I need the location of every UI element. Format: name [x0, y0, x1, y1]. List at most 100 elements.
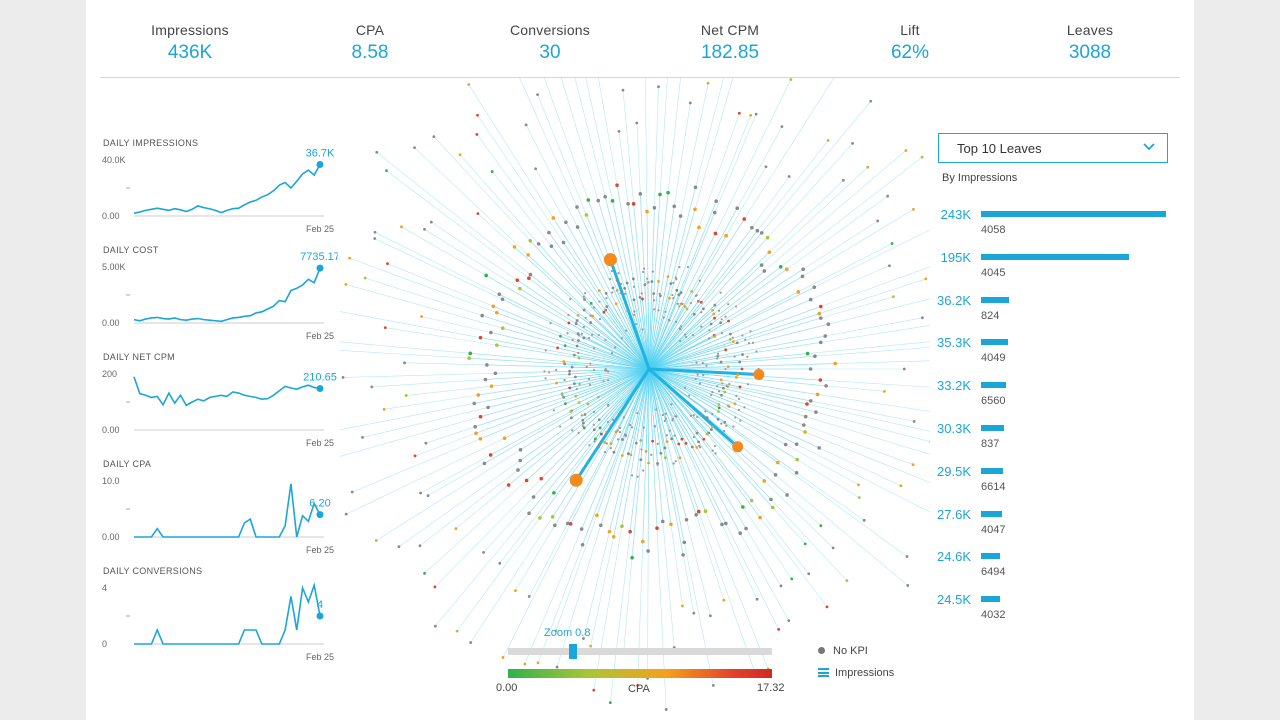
tree-node	[668, 296, 671, 300]
tree-branch	[819, 447, 901, 487]
tree-node	[570, 365, 574, 369]
tree-branch	[785, 444, 859, 486]
top-leaf-row[interactable]: 195K 4045	[926, 250, 1176, 290]
tree-node	[524, 478, 529, 483]
tree-branch	[658, 192, 669, 282]
tree-branch	[496, 312, 561, 337]
tree-branch	[666, 441, 687, 520]
tree-node	[620, 454, 624, 457]
tree-inner-node	[577, 351, 580, 355]
tree-inner-node	[597, 334, 600, 337]
tree-inner-node	[646, 277, 649, 280]
tree-branch	[544, 78, 589, 201]
sparkline-bottom-tick: 0.00	[102, 425, 120, 435]
tree-node	[550, 514, 555, 519]
tree-node	[568, 522, 573, 526]
top-leaf-row[interactable]: 30.3K 837	[926, 421, 1176, 461]
tree-node	[534, 167, 537, 171]
tree-branch	[582, 439, 623, 545]
tree-branch	[384, 394, 479, 410]
tree-node	[735, 341, 739, 345]
tree-node	[750, 225, 754, 230]
tree-branch	[648, 368, 668, 442]
tree-inner-node	[678, 327, 681, 330]
tree-node	[641, 297, 644, 301]
tree-node	[646, 549, 650, 553]
tree-inner-node	[720, 332, 724, 335]
radial-tree-visualization[interactable]	[340, 78, 930, 720]
tree-branch	[648, 342, 738, 370]
tree-branch	[477, 213, 515, 248]
tree-branch	[648, 368, 683, 440]
tree-branch	[645, 78, 648, 212]
tree-node	[694, 512, 698, 517]
tree-branch	[349, 257, 497, 313]
top-leaf-row[interactable]: 27.6K 4047	[926, 507, 1176, 547]
tree-node	[630, 555, 634, 560]
tree-node	[554, 629, 558, 633]
top-leaf-row[interactable]: 24.6K 6494	[926, 549, 1176, 589]
tree-branch	[456, 517, 541, 632]
tree-inner-node	[619, 292, 622, 295]
sparkline-title: DAILY CONVERSIONS	[103, 566, 203, 576]
tree-branch	[679, 457, 700, 512]
tree-branch	[537, 94, 587, 216]
top-leaf-id: 4045	[981, 266, 1006, 279]
tree-node	[711, 684, 715, 687]
top-leaf-row[interactable]: 33.2K 6560	[926, 378, 1176, 418]
top-leaf-row[interactable]: 24.5K 4032	[926, 592, 1176, 632]
tree-node	[709, 322, 713, 326]
sparkline-top-tick: 200	[102, 369, 117, 379]
tree-branch	[499, 492, 555, 564]
tree-node	[574, 394, 578, 398]
tree-branch	[820, 266, 930, 307]
tree-branch	[572, 366, 650, 370]
tree-inner-node	[683, 333, 687, 336]
tree-inner-node	[609, 424, 612, 427]
top-leaf-row[interactable]: 35.3K 4049	[926, 335, 1176, 375]
tree-inner-node	[724, 315, 727, 318]
tree-node	[476, 212, 480, 216]
tree-branch	[621, 368, 650, 456]
top-leaf-row[interactable]: 243K 4058	[926, 207, 1176, 247]
kpi-value: 3088	[1068, 42, 1112, 63]
tree-branch	[431, 221, 518, 281]
tree-branch	[598, 368, 650, 421]
tree-node	[683, 305, 687, 309]
tree-branch	[527, 254, 594, 317]
kpi-label: Leaves	[1066, 22, 1114, 38]
tree-branch	[730, 299, 811, 335]
tree-node	[678, 214, 683, 218]
top-leaf-bar	[981, 467, 1004, 474]
tree-branch	[477, 115, 564, 243]
tree-node	[787, 175, 791, 178]
tree-branch	[653, 194, 661, 294]
tree-branch	[820, 325, 930, 343]
top-leaf-row[interactable]: 36.2K 824	[926, 293, 1176, 333]
sparkline-daily-conversions: 4 0 Feb 25 4 DAILY CONVERSIONS	[102, 566, 338, 666]
tree-inner-node	[582, 325, 586, 329]
tree-node	[635, 121, 639, 125]
tree-node	[717, 410, 720, 413]
tree-node	[582, 426, 586, 430]
top-leaves-dropdown[interactable]: Top 10 Leaves	[938, 133, 1168, 163]
tree-node	[719, 360, 723, 364]
tree-branch	[569, 368, 650, 375]
tree-branch	[825, 317, 923, 337]
tree-inner-node	[725, 384, 728, 388]
tree-inner-node	[672, 462, 675, 465]
tree-branch	[648, 368, 719, 405]
tree-node	[719, 321, 722, 325]
tree-node	[696, 299, 700, 303]
tree-branch	[414, 147, 529, 256]
top-leaf-row[interactable]: 29.5K 6614	[926, 464, 1176, 504]
tree-inner-node	[719, 291, 722, 294]
sparkline-date: Feb 25	[306, 331, 334, 341]
tree-node	[373, 237, 377, 240]
zoom-slider-handle[interactable]	[569, 644, 577, 659]
zoom-slider-track[interactable]	[508, 648, 772, 655]
tree-branch	[654, 86, 659, 208]
top-leaf-bar	[981, 253, 1130, 260]
tree-branch	[609, 453, 629, 532]
tree-node	[693, 185, 698, 190]
